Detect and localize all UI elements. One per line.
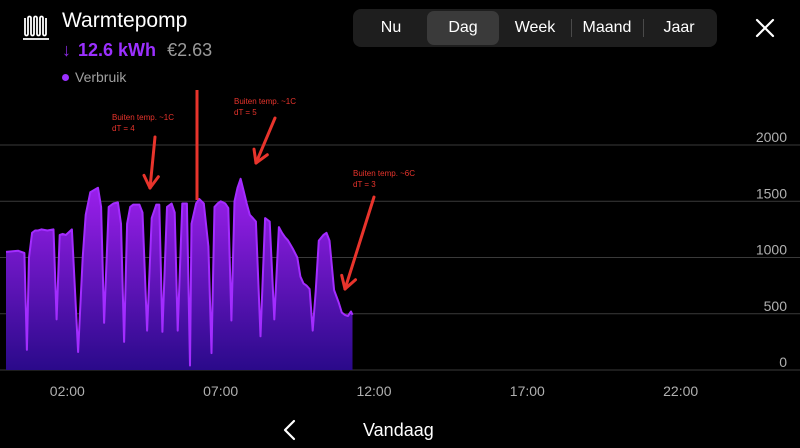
- y-tick-label: 2000: [756, 129, 787, 145]
- annotation-arrow-head: [340, 273, 347, 291]
- y-tick-label: 0: [779, 354, 787, 370]
- annotation-text: Buiten temp. ~1C: [112, 113, 174, 122]
- annotation-arrow: [343, 195, 376, 291]
- chevron-left-icon[interactable]: [280, 418, 300, 442]
- x-tick-label: 07:00: [203, 383, 238, 399]
- legend-dot-icon: [62, 73, 69, 81]
- annotation-arrow-head: [254, 153, 269, 165]
- x-tick-label: 02:00: [50, 383, 85, 399]
- x-tick-label: 17:00: [510, 383, 545, 399]
- page-title: Warmtepomp: [62, 9, 188, 32]
- close-icon[interactable]: [753, 16, 777, 40]
- area-fill: [6, 178, 353, 370]
- chart-legend: Verbruik: [62, 69, 126, 85]
- annotation-text: dT = 5: [234, 108, 257, 117]
- y-tick-label: 1000: [756, 242, 787, 258]
- tab-nu[interactable]: Nu: [380, 19, 402, 36]
- annotation-arrow-head: [148, 175, 160, 190]
- y-tick-label: 1500: [756, 185, 787, 201]
- annotation-text: dT = 4: [112, 124, 135, 133]
- period-tabs: Nu Dag Week Maand Jaar: [353, 9, 717, 47]
- annotation-arrow: [148, 135, 157, 190]
- annotation-text: Buiten temp. ~6C: [353, 169, 415, 178]
- usage-cost: €2.63: [167, 40, 213, 60]
- legend-label: Verbruik: [75, 69, 127, 85]
- heat-pump-icon: [23, 15, 49, 40]
- annotation-text: Buiten temp. ~1C: [234, 97, 296, 106]
- y-tick-label: 500: [764, 298, 788, 314]
- x-tick-label: 12:00: [356, 383, 391, 399]
- period-label: Vandaag: [363, 420, 434, 440]
- x-tick-label: 22:00: [663, 383, 698, 399]
- down-arrow-icon: ↓: [62, 40, 71, 60]
- tab-maand[interactable]: Maand: [571, 11, 643, 45]
- tab-week[interactable]: Week: [514, 19, 556, 36]
- tab-jaar[interactable]: Jaar: [643, 11, 715, 45]
- annotation-arrow-head: [252, 147, 258, 165]
- series-line: [5, 177, 354, 367]
- annotation-text: dT = 3: [353, 180, 376, 189]
- annotation-arrow: [254, 116, 277, 165]
- annotation-arrow-head: [142, 173, 152, 190]
- usage-kwh: 12.6 kWh: [78, 40, 157, 60]
- annotation-arrow-head: [343, 278, 357, 291]
- usage-summary: ↓ 12.6 kWh €2.63: [62, 40, 212, 61]
- tab-dag[interactable]: Dag: [427, 11, 499, 45]
